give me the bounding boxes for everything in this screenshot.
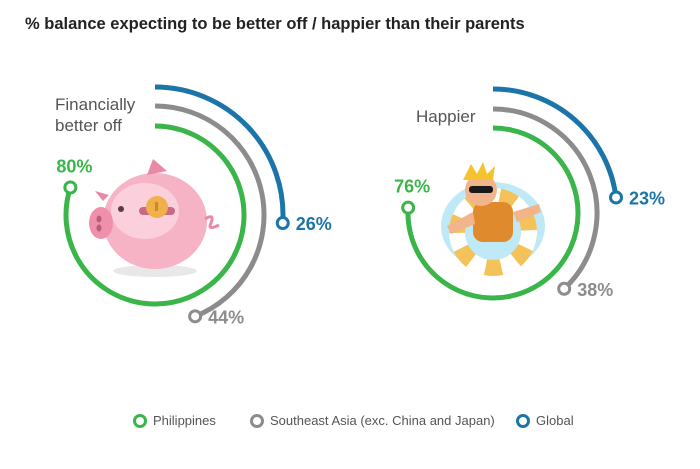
swim-ring-icon (441, 162, 545, 276)
radial-chart: Financially better off 80% 44% 26% Happier 76%… (55, 84, 665, 327)
financial-arc-southeast-asia (154, 103, 267, 319)
piggy-bank-icon (89, 159, 220, 277)
happier-arc-global (492, 86, 619, 198)
legend-label-global: Global (536, 413, 574, 428)
happier-value-label-southeast-asia: 38% (577, 280, 613, 300)
legend-item-southeast-asia: Southeast Asia (exc. China and Japan) (250, 413, 495, 428)
financial-value-label-global: 26% (296, 214, 332, 234)
happier-end-marker-global (609, 190, 624, 205)
happier-end-marker-southeast-asia (557, 281, 572, 296)
legend-marker-global (516, 413, 530, 428)
financial-end-marker-global (275, 216, 290, 231)
financial-end-marker-southeast-asia (188, 309, 203, 324)
legend-marker-southeast-asia (250, 413, 264, 428)
happier-arc-southeast-asia (492, 106, 600, 291)
legend-item-global: Global (516, 413, 574, 428)
financial-arc-philippines (63, 123, 247, 307)
happier-value-label-philippines: 76% (394, 177, 430, 197)
legend-label-philippines: Philippines (153, 413, 216, 428)
legend-label-southeast-asia: Southeast Asia (exc. China and Japan) (270, 413, 495, 428)
happier-category-label: Happier (416, 107, 476, 126)
financial-value-label-philippines: 80% (56, 157, 92, 177)
legend-item-philippines: Philippines (133, 413, 216, 428)
financial-category-label: Financially better off (55, 95, 136, 135)
financial-end-marker-philippines (63, 180, 78, 195)
happier-end-marker-philippines (401, 200, 416, 215)
financial-value-label-southeast-asia: 44% (208, 307, 244, 327)
happier-value-label-global: 23% (629, 188, 665, 208)
happier-arc-philippines (405, 125, 581, 301)
legend-marker-philippines (133, 413, 147, 428)
financial-arc-global (154, 84, 286, 224)
chart-title: % balance expecting to be better off / h… (25, 15, 525, 33)
